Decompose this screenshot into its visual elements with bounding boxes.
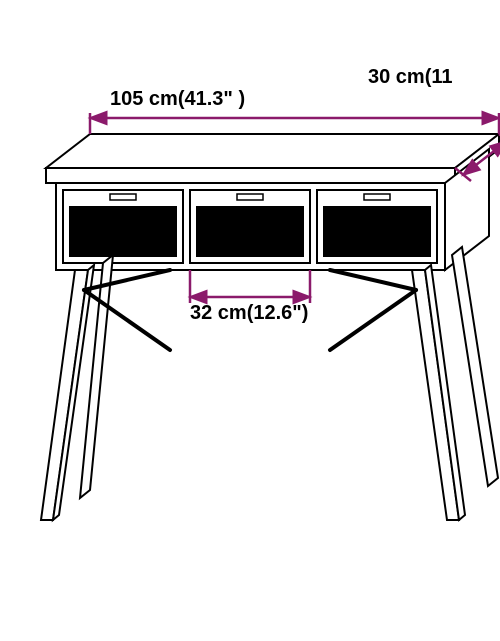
dim-label-drawer-width: 32 cm(12.6") xyxy=(190,302,308,325)
brace-left xyxy=(84,270,170,290)
tabletop-top-face xyxy=(46,134,499,168)
tabletop-front-face xyxy=(46,168,455,183)
leg-rear-right xyxy=(452,247,498,486)
dim-label-depth: 30 cm(11 xyxy=(368,66,453,89)
dim-label-width: 105 cm(41.3" ) xyxy=(110,88,245,111)
drawer-pull-1 xyxy=(110,194,136,200)
drawer-panel-3 xyxy=(323,206,431,257)
brace-right-2 xyxy=(330,290,416,350)
brace-right xyxy=(330,270,416,290)
drawer-pull-2 xyxy=(237,194,263,200)
drawer-panel-1 xyxy=(69,206,177,257)
drawer-pull-3 xyxy=(364,194,390,200)
drawer-panel-2 xyxy=(196,206,304,257)
diagram-canvas: 105 cm(41.3" ) 30 cm(11 32 cm(12.6") xyxy=(0,0,500,641)
